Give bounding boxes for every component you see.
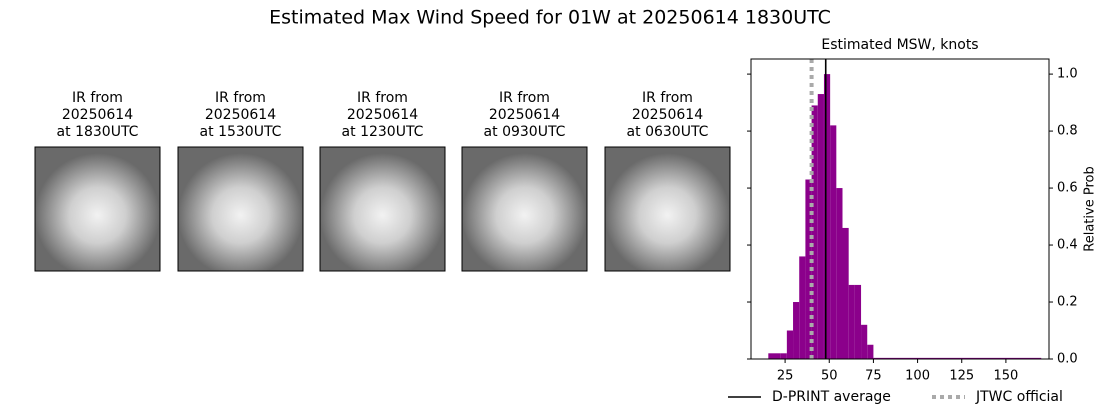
bar bbox=[842, 227, 849, 359]
x-tick-label: 75 bbox=[865, 369, 882, 384]
bar bbox=[848, 284, 855, 359]
bar bbox=[799, 256, 806, 359]
bar bbox=[823, 74, 831, 359]
panel-title: IR from bbox=[499, 90, 550, 106]
y-tick-label: 0.0 bbox=[1057, 352, 1078, 367]
page-title: Estimated Max Wind Speed for 01W at 2025… bbox=[269, 7, 831, 29]
y-tick-label: 0.4 bbox=[1057, 238, 1078, 253]
y-tick-label: 1.0 bbox=[1057, 67, 1078, 82]
ir-image bbox=[34, 146, 161, 272]
y-tick-label: 0.6 bbox=[1057, 181, 1078, 196]
panel-title: at 1530UTC bbox=[200, 124, 282, 140]
ir-image bbox=[177, 146, 304, 272]
bar bbox=[793, 302, 800, 359]
bar bbox=[805, 179, 812, 359]
bar bbox=[768, 353, 775, 359]
bar bbox=[867, 344, 874, 359]
bar bbox=[854, 284, 862, 359]
chart-title: Estimated MSW, knots bbox=[821, 37, 978, 53]
x-tick-label: 100 bbox=[905, 369, 930, 384]
bar bbox=[780, 353, 787, 359]
x-tick-label: 25 bbox=[777, 369, 794, 384]
panel-title: IR from bbox=[215, 90, 266, 106]
panel-title: at 1830UTC bbox=[57, 124, 139, 140]
panel-title: IR from bbox=[72, 90, 123, 106]
bar bbox=[830, 125, 837, 359]
x-tick-label: 50 bbox=[821, 369, 838, 384]
bar bbox=[811, 105, 818, 359]
bar bbox=[836, 188, 843, 359]
legend-label: D-PRINT average bbox=[772, 389, 891, 405]
panel-title: 20250614 bbox=[632, 107, 703, 123]
panel-title: at 0930UTC bbox=[484, 124, 566, 140]
ir-image bbox=[461, 146, 588, 272]
panel-title: IR from bbox=[642, 90, 693, 106]
panel-title: IR from bbox=[357, 90, 408, 106]
ir-image bbox=[604, 146, 731, 272]
panel-title: at 1230UTC bbox=[342, 124, 424, 140]
panel-title: 20250614 bbox=[489, 107, 560, 123]
panel-title: 20250614 bbox=[62, 107, 133, 123]
legend-label: JTWC official bbox=[975, 389, 1063, 405]
bar bbox=[786, 330, 794, 359]
panel-title: at 0630UTC bbox=[627, 124, 709, 140]
y-tick-label: 0.8 bbox=[1057, 124, 1078, 139]
y-axis-label: Relative Prob bbox=[1083, 166, 1098, 251]
panel-title: 20250614 bbox=[205, 107, 276, 123]
x-tick-label: 150 bbox=[993, 369, 1018, 384]
ir-image bbox=[319, 146, 446, 272]
panel-title: 20250614 bbox=[347, 107, 418, 123]
plot-frame bbox=[750, 58, 1050, 360]
x-tick-label: 125 bbox=[949, 369, 974, 384]
bar bbox=[817, 94, 824, 360]
y-tick-label: 0.2 bbox=[1057, 295, 1078, 310]
bar bbox=[873, 357, 1042, 359]
bar bbox=[861, 324, 868, 359]
bar bbox=[774, 353, 781, 359]
